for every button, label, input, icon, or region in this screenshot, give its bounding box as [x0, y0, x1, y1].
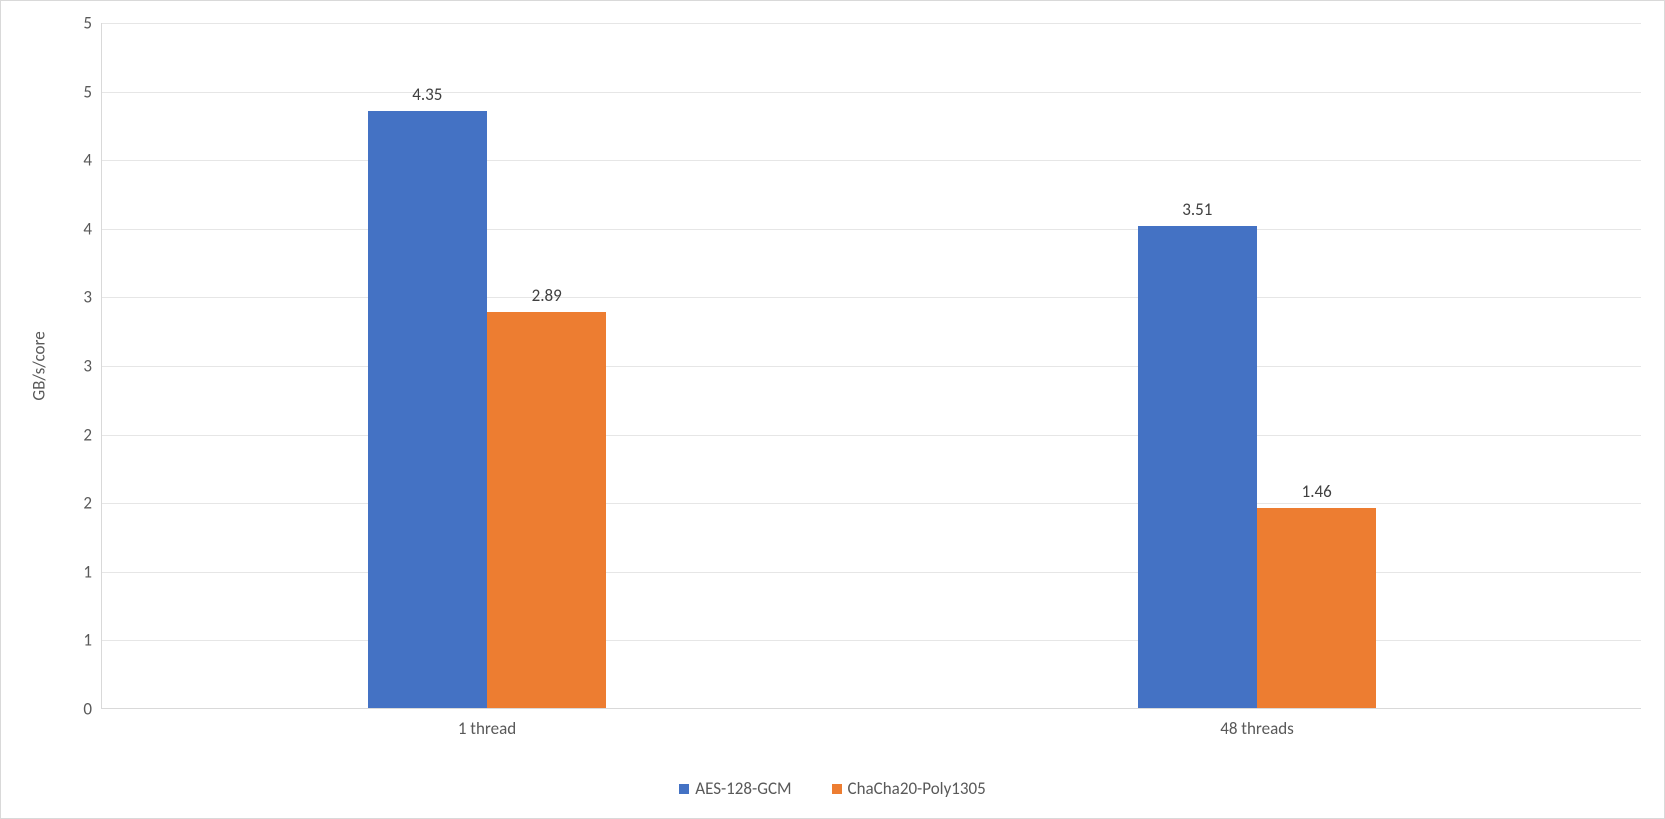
x-tick-label: 48 threads [1220, 708, 1294, 739]
y-tick-label: 5 [83, 81, 102, 102]
bar-value-label: 2.89 [487, 285, 606, 312]
y-tick-label: 2 [83, 493, 102, 514]
y-tick-label: 4 [83, 150, 102, 171]
gridline [102, 92, 1641, 93]
gridline [102, 297, 1641, 298]
gridline [102, 366, 1641, 367]
gridline [102, 435, 1641, 436]
y-tick-label: 4 [83, 218, 102, 239]
y-axis-title: GB/s/core [29, 331, 50, 400]
bar-value-label: 3.51 [1138, 199, 1257, 226]
legend: AES-128-GCM ChaCha20-Poly1305 [1, 778, 1664, 799]
legend-item: ChaCha20-Poly1305 [832, 778, 986, 799]
y-tick-label: 5 [83, 13, 102, 34]
bar: 1.46 [1257, 508, 1376, 708]
throughput-bar-chart: 011223344551 thread4.352.8948 threads3.5… [0, 0, 1665, 819]
y-tick-label: 2 [83, 424, 102, 445]
y-tick-label: 3 [83, 287, 102, 308]
legend-item: AES-128-GCM [679, 778, 791, 799]
bar-value-label: 1.46 [1257, 481, 1376, 508]
plot-area: 011223344551 thread4.352.8948 threads3.5… [101, 23, 1641, 709]
gridline [102, 160, 1641, 161]
bar-value-label: 4.35 [368, 84, 487, 111]
y-tick-label: 3 [83, 356, 102, 377]
y-tick-label: 1 [83, 630, 102, 651]
legend-label: AES-128-GCM [695, 778, 791, 799]
gridline [102, 640, 1641, 641]
gridline [102, 229, 1641, 230]
bar: 2.89 [487, 312, 606, 709]
legend-label: ChaCha20-Poly1305 [848, 778, 986, 799]
bar: 4.35 [368, 111, 487, 708]
legend-swatch [832, 784, 842, 794]
x-tick-label: 1 thread [458, 708, 516, 739]
legend-swatch [679, 784, 689, 794]
gridline [102, 503, 1641, 504]
y-tick-label: 1 [83, 561, 102, 582]
gridline [102, 23, 1641, 24]
gridline [102, 572, 1641, 573]
bar: 3.51 [1138, 226, 1257, 708]
y-tick-label: 0 [83, 699, 102, 720]
